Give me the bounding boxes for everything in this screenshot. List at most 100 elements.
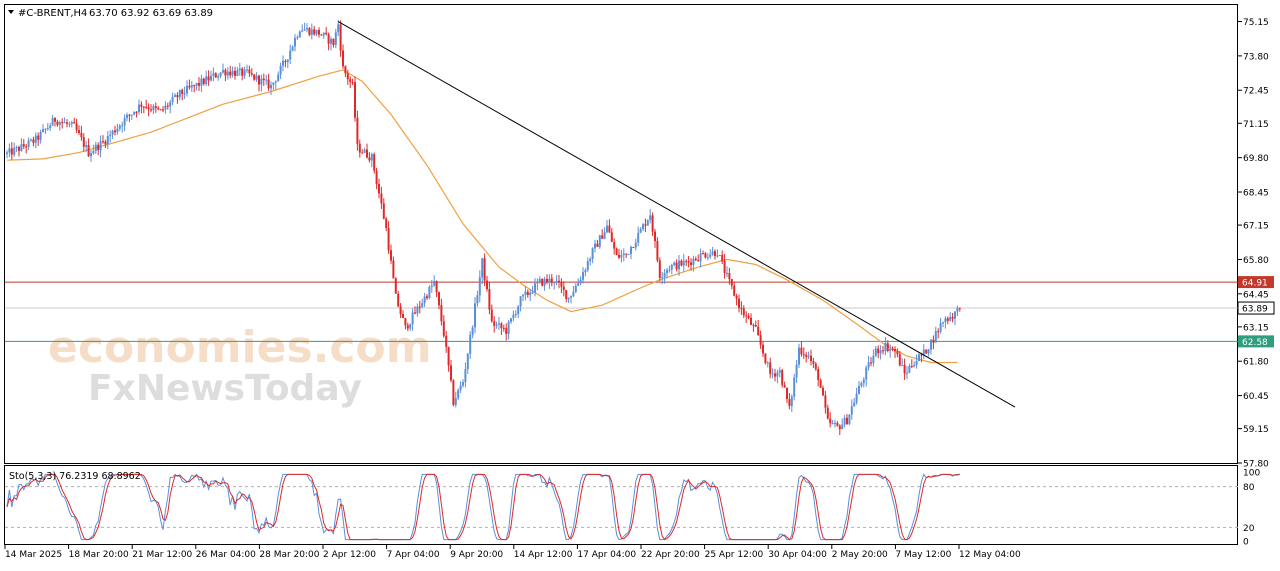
candle-body bbox=[735, 295, 738, 299]
bear-candle bbox=[327, 32, 330, 51]
candle-body bbox=[925, 349, 928, 354]
bull-candle bbox=[205, 70, 208, 86]
bear-candle bbox=[675, 259, 678, 272]
candle-body bbox=[781, 370, 784, 385]
candle-body bbox=[687, 261, 690, 263]
bull-candle bbox=[478, 270, 481, 303]
current-price-tag bbox=[1237, 301, 1275, 315]
bull-candle bbox=[495, 321, 498, 329]
candle-body bbox=[27, 140, 30, 147]
candle-body bbox=[498, 323, 500, 325]
candle-body bbox=[368, 157, 371, 161]
bear-candle bbox=[349, 76, 352, 88]
candle-body bbox=[692, 258, 695, 265]
bull-candle bbox=[63, 117, 66, 124]
bear-candle bbox=[339, 20, 342, 57]
bear-candle bbox=[613, 238, 616, 255]
watermark-line2: FxNewsToday bbox=[88, 368, 362, 409]
candle-body bbox=[538, 278, 541, 283]
bear-candle bbox=[435, 280, 438, 298]
bear-candle bbox=[385, 216, 388, 232]
bear-candle bbox=[951, 312, 954, 323]
dropdown-triangle-icon[interactable] bbox=[8, 10, 14, 14]
bear-candle bbox=[241, 67, 244, 81]
bull-candle bbox=[726, 266, 728, 278]
candle-body bbox=[404, 317, 407, 326]
bear-candle bbox=[147, 103, 150, 117]
bear-candle bbox=[176, 92, 179, 104]
bull-candle bbox=[766, 361, 769, 368]
stochastic-tick-label: 0 bbox=[1243, 538, 1249, 548]
bull-candle bbox=[171, 92, 174, 106]
candle-body bbox=[747, 316, 750, 318]
bear-candle bbox=[193, 84, 196, 93]
bear-candle bbox=[747, 313, 750, 320]
bull-candle bbox=[956, 305, 959, 317]
candle-body bbox=[106, 136, 109, 145]
candle-body bbox=[478, 277, 481, 296]
candle-body bbox=[730, 279, 733, 286]
candle-body bbox=[78, 130, 80, 133]
candle-body bbox=[502, 327, 505, 329]
candle-body bbox=[555, 280, 558, 283]
candle-body bbox=[920, 354, 923, 356]
candle-body bbox=[714, 251, 716, 257]
stochastic-lines bbox=[5, 473, 1238, 541]
candle-body bbox=[138, 104, 140, 113]
bear-candle bbox=[56, 119, 59, 127]
candle-body bbox=[858, 386, 860, 394]
candle-body bbox=[606, 225, 608, 233]
bull-candle bbox=[718, 254, 721, 257]
candle-body bbox=[776, 372, 779, 377]
bull-candle bbox=[570, 295, 572, 304]
bull-candle bbox=[118, 123, 121, 132]
bull-candle bbox=[286, 59, 289, 69]
bear-candle bbox=[346, 69, 349, 85]
bull-candle bbox=[841, 418, 844, 430]
ohlc-values: 63.70 63.92 63.69 63.89 bbox=[89, 8, 213, 19]
bear-candle bbox=[207, 70, 210, 86]
candle-body bbox=[202, 78, 205, 84]
candle-body bbox=[181, 89, 184, 94]
bull-candle bbox=[186, 80, 188, 97]
candle-body bbox=[157, 107, 160, 110]
candle-body bbox=[620, 255, 623, 258]
candle-body bbox=[550, 278, 553, 283]
price-tick-label: 60.45 bbox=[1243, 392, 1269, 402]
bear-candle bbox=[550, 274, 553, 287]
candle-body bbox=[805, 354, 808, 357]
bull-candle bbox=[236, 67, 239, 77]
bull-candle bbox=[416, 303, 419, 317]
candle-body bbox=[80, 132, 83, 138]
symbol-timeframe: #C-BRENT,H4 bbox=[18, 8, 87, 19]
bull-candle bbox=[942, 321, 944, 328]
candle-body bbox=[349, 79, 352, 83]
price-tick-label: 64.45 bbox=[1243, 290, 1269, 300]
candle-body bbox=[464, 369, 467, 383]
bear-candle bbox=[399, 303, 402, 319]
bear-candle bbox=[836, 421, 839, 427]
candle-body bbox=[54, 118, 56, 122]
candle-body bbox=[572, 291, 575, 297]
candle-body bbox=[646, 219, 649, 226]
bear-candle bbox=[685, 259, 688, 267]
candle-body bbox=[258, 75, 260, 85]
candle-body bbox=[639, 228, 642, 233]
bull-candle bbox=[531, 285, 534, 295]
watermark-line1: economies.com bbox=[48, 322, 432, 373]
candle-body bbox=[214, 73, 217, 78]
bull-candle bbox=[6, 150, 8, 159]
bull-candle bbox=[457, 388, 460, 401]
candle-body bbox=[723, 261, 726, 274]
bull-candle bbox=[716, 249, 719, 258]
bull-candle bbox=[670, 263, 673, 275]
main-panel[interactable] bbox=[4, 4, 1238, 464]
bear-candle bbox=[754, 320, 757, 328]
candle-body bbox=[68, 123, 71, 125]
candle-body bbox=[66, 122, 68, 124]
bull-candle bbox=[678, 255, 680, 276]
candle-body bbox=[951, 316, 954, 319]
stochastic-panel[interactable] bbox=[4, 465, 1238, 545]
bull-candle bbox=[634, 238, 637, 251]
